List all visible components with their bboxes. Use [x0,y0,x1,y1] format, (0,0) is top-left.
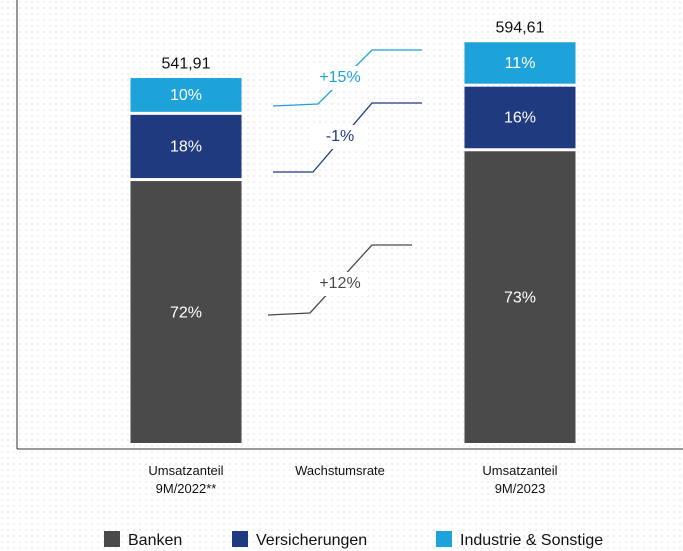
bar-segment [464,42,576,84]
bar-segment [464,86,576,149]
segment-label: 16% [504,110,536,127]
growth-label-bg [312,272,368,296]
x-tick-label: Umsatzanteil 9M/2022** [148,463,224,496]
growth-label-bg [312,66,368,90]
total-label: 594,61 [496,19,545,36]
growth-label-bg [312,125,368,149]
growth-label: Wachstumsrate [295,463,385,478]
legend-swatch [232,531,248,547]
segment-label: 10% [170,87,202,104]
segment-label: 18% [170,139,202,156]
legend-swatch [436,531,452,547]
bar-segment [130,181,242,443]
segment-label: 11% [505,55,536,72]
growth-label: -1% [326,128,354,145]
growth-label: +12% [319,275,360,292]
legend-swatch [104,531,120,547]
bar-segment [464,151,576,444]
legend-label: Versicherungen [256,532,367,549]
growth-label: +15% [319,69,360,86]
segment-label: 73% [504,289,536,306]
total-label: 541,91 [162,55,211,72]
legend-label: Banken [128,532,182,549]
x-tick-label: Umsatzanteil 9M/2023 [482,463,558,496]
bar-segment [130,78,242,112]
bar-segment [130,114,242,179]
legend-label: Industrie & Sonstige [460,532,603,549]
segment-label: 72% [170,304,202,321]
